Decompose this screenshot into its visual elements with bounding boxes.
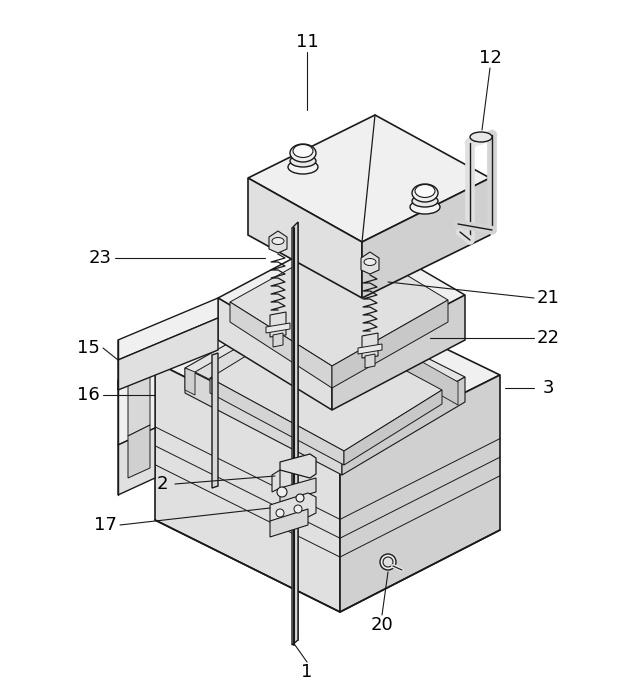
Polygon shape — [185, 368, 342, 475]
Ellipse shape — [290, 144, 316, 162]
Polygon shape — [292, 222, 298, 645]
Ellipse shape — [272, 238, 284, 245]
Text: 15: 15 — [77, 339, 100, 357]
Ellipse shape — [410, 200, 440, 214]
Polygon shape — [332, 295, 465, 410]
Circle shape — [276, 509, 284, 517]
Polygon shape — [218, 228, 465, 365]
Text: 12: 12 — [479, 49, 501, 67]
Text: 20: 20 — [370, 616, 393, 634]
Polygon shape — [185, 368, 195, 395]
Polygon shape — [128, 374, 150, 436]
Ellipse shape — [412, 184, 438, 202]
Text: 23: 23 — [88, 249, 112, 267]
Polygon shape — [270, 509, 308, 537]
Polygon shape — [270, 312, 286, 337]
Polygon shape — [272, 470, 280, 492]
Polygon shape — [280, 478, 316, 502]
Polygon shape — [266, 323, 290, 333]
Text: 17: 17 — [94, 516, 117, 534]
Ellipse shape — [293, 145, 313, 158]
Text: 11: 11 — [295, 33, 318, 51]
Polygon shape — [155, 283, 500, 455]
Circle shape — [380, 554, 396, 570]
Circle shape — [277, 487, 287, 497]
Polygon shape — [332, 300, 448, 388]
Polygon shape — [362, 333, 378, 358]
Text: 21: 21 — [537, 289, 559, 307]
Ellipse shape — [364, 259, 376, 265]
Polygon shape — [362, 178, 490, 298]
Polygon shape — [128, 425, 150, 478]
Polygon shape — [365, 354, 375, 368]
Polygon shape — [210, 318, 442, 451]
Polygon shape — [342, 377, 465, 475]
Text: 2: 2 — [156, 475, 168, 493]
Ellipse shape — [288, 160, 318, 174]
Polygon shape — [230, 238, 448, 366]
Circle shape — [294, 505, 302, 513]
Polygon shape — [248, 115, 490, 242]
Text: 22: 22 — [537, 329, 559, 347]
Polygon shape — [270, 493, 316, 521]
Polygon shape — [230, 302, 332, 388]
Polygon shape — [155, 362, 340, 612]
Ellipse shape — [470, 132, 492, 142]
Polygon shape — [248, 178, 362, 298]
Polygon shape — [340, 375, 500, 612]
Polygon shape — [185, 298, 465, 447]
Text: 3: 3 — [542, 379, 554, 397]
Polygon shape — [273, 333, 283, 347]
Polygon shape — [308, 298, 458, 405]
Polygon shape — [269, 231, 287, 253]
Polygon shape — [344, 390, 442, 465]
Polygon shape — [118, 428, 155, 495]
Ellipse shape — [412, 195, 438, 207]
Polygon shape — [118, 318, 218, 390]
Polygon shape — [358, 344, 382, 354]
Polygon shape — [218, 298, 332, 410]
Text: 1: 1 — [301, 663, 312, 681]
Polygon shape — [361, 252, 379, 274]
Polygon shape — [210, 378, 344, 465]
Circle shape — [296, 494, 304, 502]
Polygon shape — [118, 298, 218, 360]
Circle shape — [383, 557, 393, 567]
Polygon shape — [212, 353, 218, 488]
Polygon shape — [195, 307, 458, 448]
Polygon shape — [280, 454, 316, 478]
Ellipse shape — [415, 184, 435, 197]
Text: 16: 16 — [77, 386, 100, 404]
Polygon shape — [118, 362, 155, 445]
Ellipse shape — [290, 155, 316, 167]
